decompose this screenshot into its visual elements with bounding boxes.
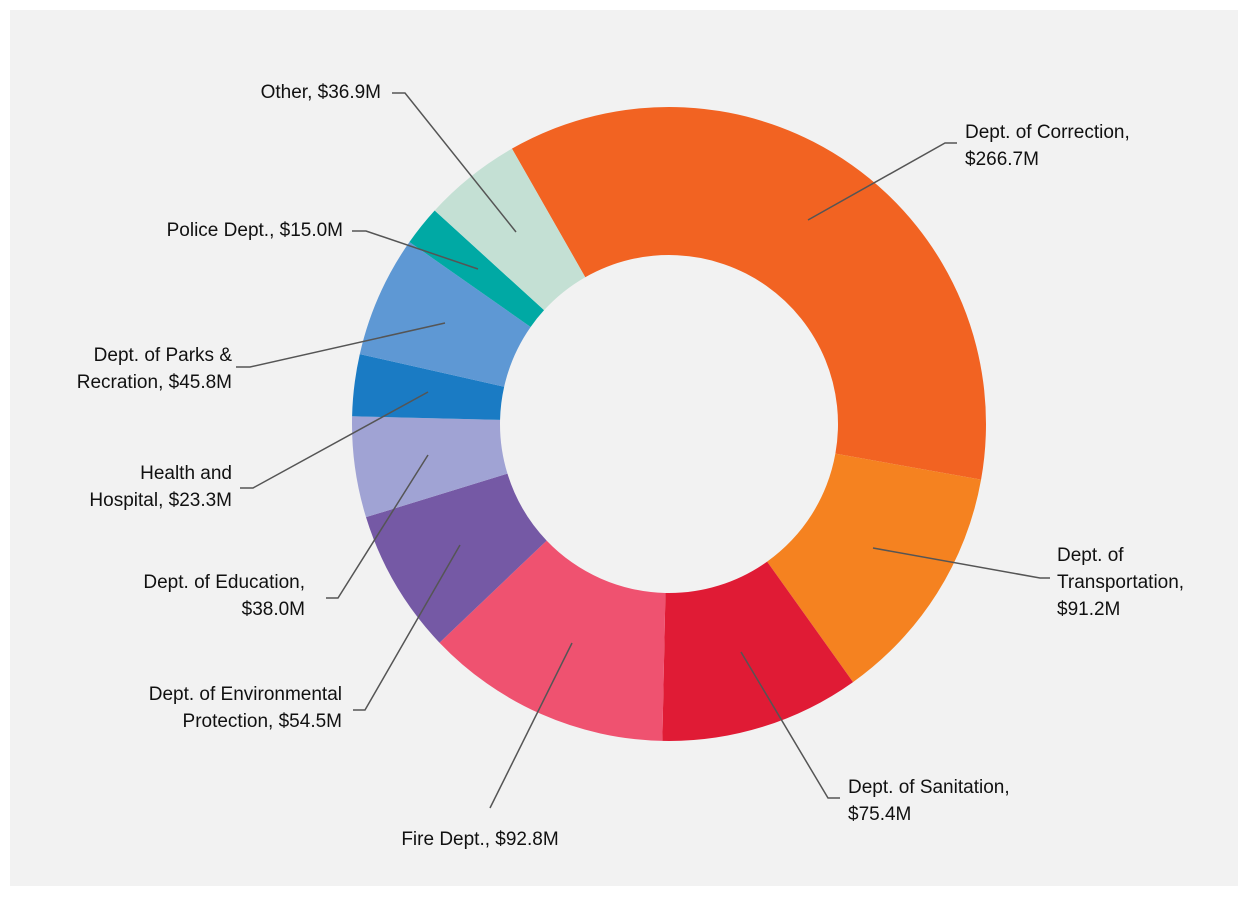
data-label-line: Protection, $54.5M [183,711,342,732]
data-label-line: Dept. of Sanitation, [848,777,1010,798]
data-label: Dept. of Sanitation, $75.4M [848,777,1010,825]
leader-line [240,391,429,489]
data-label-line: Fire Dept., $92.8M [401,829,558,850]
data-label: Dept. of Education, $38.0M [143,572,305,620]
donut-slice [434,148,586,311]
data-label: Police Dept., $15.0M [167,220,343,241]
leader-line [807,142,957,221]
data-label-line: Recration, $45.8M [77,372,232,393]
data-label: Dept. of Transportation, $91.2M [1057,545,1184,620]
data-label-line: $91.2M [1057,599,1120,620]
data-label-line: Health and [140,463,232,484]
donut-slice [662,561,854,741]
leader-line [872,547,1050,579]
leader-line [740,651,840,799]
leader-line [326,454,429,599]
data-label-line: Dept. of Environmental [149,684,342,705]
data-label-line: Dept. of Education, [143,572,305,593]
donut-slice [767,453,982,683]
leader-line [392,92,517,233]
data-label-line: Hospital, $23.3M [89,490,232,511]
data-label: Dept. of Environmental Protection, $54.5M [149,684,342,732]
leader-line [236,322,446,368]
leader-line [489,642,573,809]
data-label: Fire Dept., $92.8M [401,829,558,850]
data-label-line: $266.7M [965,149,1039,170]
data-label-line: Dept. of Parks & [94,345,233,366]
data-label-line: Dept. of Correction, [965,122,1130,143]
leader-line [353,544,461,711]
data-label: Dept. of Correction, $266.7M [965,122,1130,170]
data-label-line: $75.4M [848,804,911,825]
data-label: Other, $36.9M [261,82,381,103]
donut-slice [511,107,986,480]
leader-line [352,230,479,270]
data-label-line: Police Dept., $15.0M [167,220,343,241]
data-label: Dept. of Parks & Recration, $45.8M [77,345,233,393]
donut-slice [352,354,505,420]
data-label-line: Dept. of [1057,545,1124,566]
data-label-line: Transportation, [1057,572,1184,593]
donut-slice [366,473,547,643]
donut-slice [359,242,531,387]
data-label-line: $38.0M [242,599,305,620]
data-label: Health and Hospital, $23.3M [89,463,232,511]
donut-slice [439,540,666,741]
donut-slice [351,416,508,518]
data-label-line: Other, $36.9M [261,82,381,103]
